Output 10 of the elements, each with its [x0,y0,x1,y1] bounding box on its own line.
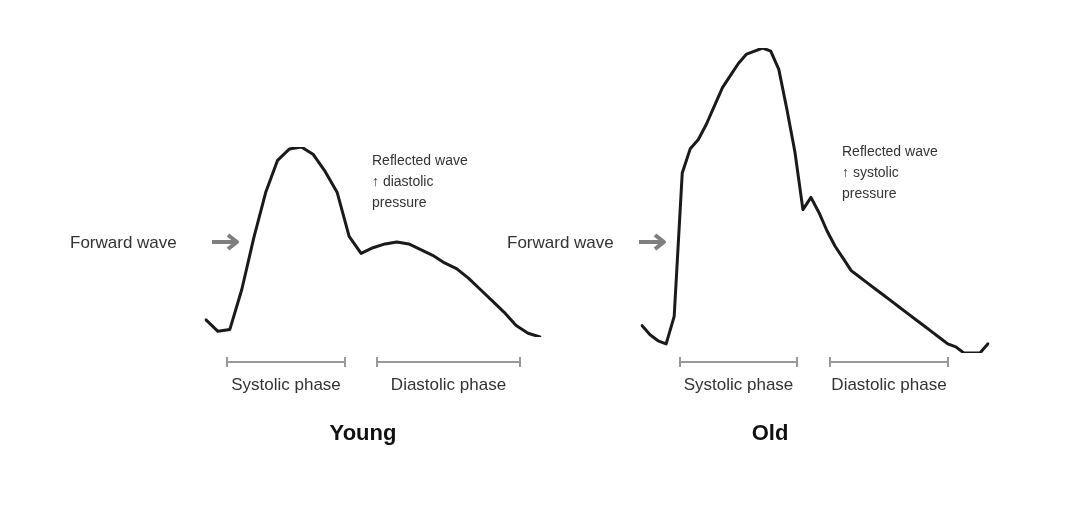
text: Forward wave [70,233,177,253]
text: Systolic phase [683,375,794,395]
annotation: Reflected wave ↑ diastolic pressure [372,151,468,212]
text: Old [751,420,789,446]
text: Young [329,420,397,446]
text: Diastolic phase [831,375,947,395]
annotation: Forward wave [507,233,614,253]
annotation: Reflected wave ↑ systolic pressure [842,142,938,203]
text: Diastolic phase [390,375,507,395]
text: Systolic phase [231,375,341,395]
